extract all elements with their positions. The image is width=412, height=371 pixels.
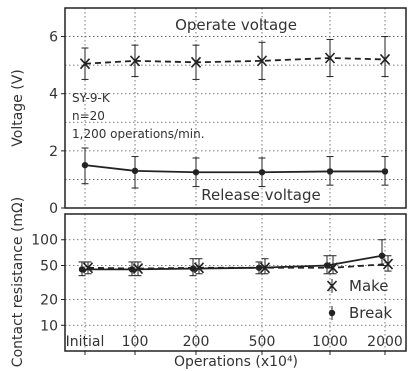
- voltage-gridlines: [65, 8, 406, 208]
- legend-label-make: Make: [349, 277, 389, 295]
- spec-note: n=20: [72, 109, 105, 123]
- x-tick-label: Initial: [66, 334, 105, 350]
- voltage-operate-voltage-point: [129, 55, 141, 67]
- voltage-axis-label: Voltage (V): [10, 69, 26, 146]
- resistance-axis-label: Contact resistance (mΩ): [10, 197, 26, 367]
- x-tick-label: 2000: [367, 334, 403, 350]
- marker-stroke: [256, 55, 268, 67]
- x-tick-label: 200: [183, 334, 210, 350]
- marker-stroke: [82, 262, 94, 274]
- x-tick-label: 500: [249, 334, 276, 350]
- voltage-y-ticks: 0 2 4 6: [49, 30, 65, 217]
- spec-note: 1,200 operations/min.: [72, 127, 205, 141]
- voltage-release-voltage-line: [84, 164, 385, 174]
- resistance-break-point: [378, 252, 386, 259]
- resistance-gridlines: [65, 214, 406, 351]
- voltage-tick-label: 0: [49, 201, 58, 217]
- marker-stroke: [190, 56, 202, 68]
- marker-stroke: [379, 53, 391, 65]
- legend: Make Break: [326, 277, 393, 322]
- resistance-tick-label: 100: [31, 233, 58, 249]
- series-layer: [78, 36, 394, 277]
- voltage-operate-voltage-line: [84, 57, 386, 65]
- voltage-release-voltage-point: [381, 168, 389, 175]
- voltage-operate-voltage-point: [379, 53, 391, 65]
- voltage-release-voltage-point: [258, 169, 266, 176]
- voltage-tick-label: 2: [49, 144, 58, 160]
- marker-stroke: [324, 52, 336, 64]
- voltage-operate-voltage-point: [79, 58, 91, 70]
- x-axis-label: Operations (x10⁴): [174, 354, 298, 370]
- voltage-release-voltage-point: [131, 167, 139, 175]
- voltage-tick-label: 4: [49, 87, 58, 103]
- resistance-break-point: [78, 266, 86, 273]
- voltage-operate-voltage-point: [190, 56, 202, 68]
- spec-note: SY-9-K: [72, 91, 111, 105]
- voltage-operate-voltage-point: [256, 55, 268, 67]
- resistance-break-point: [189, 265, 197, 272]
- voltage-operate-voltage-point: [324, 52, 336, 64]
- resistance-make-point: [82, 262, 94, 274]
- voltage-tick-label: 6: [49, 30, 58, 46]
- release-voltage-label: Release voltage: [201, 186, 320, 204]
- resistance-tick-label: 50: [40, 258, 58, 274]
- operate-voltage-label: Operate voltage: [175, 16, 297, 34]
- x-ticks: Initial 100 200 500 1000 2000: [66, 334, 403, 355]
- x-tick-label: 100: [122, 334, 149, 350]
- resistance-y-ticks: 10 20 50 100: [31, 233, 65, 334]
- x-tick-label: 1000: [312, 334, 348, 350]
- resistance-plot-frame: [64, 213, 407, 352]
- resistance-break-point: [255, 264, 263, 271]
- voltage-release-voltage-point: [326, 168, 334, 175]
- resistance-tick-label: 20: [40, 293, 58, 309]
- voltage-release-voltage-point: [192, 169, 200, 176]
- marker-stroke: [79, 58, 91, 70]
- annotations: Operate voltage Release voltage SY-9-K n=20…: [72, 16, 321, 204]
- resistance-make-point: [382, 258, 394, 270]
- resistance-break-line: [82, 254, 383, 271]
- marker-stroke: [129, 55, 141, 67]
- voltage-release-voltage-point: [81, 161, 89, 169]
- resistance-break-point: [128, 266, 136, 273]
- resistance-break-point: [323, 262, 331, 269]
- marker-stroke: [382, 258, 394, 270]
- resistance-tick-label: 10: [40, 318, 58, 334]
- legend-label-break: Break: [349, 304, 393, 322]
- voltage-plot-frame: [64, 7, 407, 209]
